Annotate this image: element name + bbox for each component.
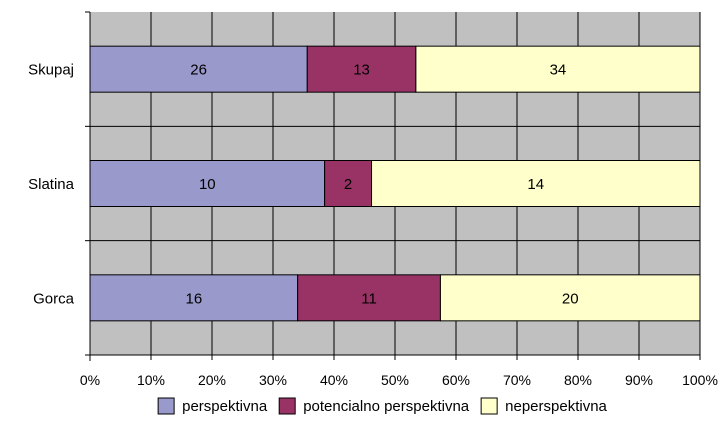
category-label: Slatina bbox=[28, 176, 75, 193]
legend-item: perspektivna bbox=[157, 397, 268, 415]
category-label: Gorca bbox=[33, 290, 75, 307]
x-tick-label: 0% bbox=[80, 372, 100, 388]
legend-label: potencialno perspektivna bbox=[303, 398, 470, 415]
bar-segment bbox=[297, 274, 441, 322]
legend-item: neperspektivna bbox=[480, 397, 608, 415]
bar-segment bbox=[324, 160, 373, 207]
bar-segment bbox=[89, 45, 308, 93]
legend-label: perspektivna bbox=[182, 398, 268, 415]
bar-segment bbox=[439, 274, 701, 322]
data-label: 26 bbox=[190, 62, 207, 79]
data-label: 13 bbox=[353, 62, 370, 79]
x-tick-label: 60% bbox=[442, 372, 470, 388]
bar-segment bbox=[89, 160, 326, 207]
x-tick-label: 50% bbox=[381, 372, 409, 388]
bar-segment bbox=[371, 160, 701, 207]
bar-segment bbox=[415, 45, 701, 93]
bar-segment bbox=[306, 45, 417, 93]
x-tick-label: 10% bbox=[137, 372, 165, 388]
plot-area: 0% 10% 20% 30% 40% 50% 60% 70% 80% 90% 100% 26 13 34 S… bbox=[28, 11, 718, 388]
legend-swatch bbox=[480, 397, 498, 415]
data-label: 11 bbox=[361, 290, 377, 307]
x-tick-label: 70% bbox=[503, 372, 531, 388]
x-tick-label: 20% bbox=[198, 372, 226, 388]
legend-label: neperspektivna bbox=[505, 398, 607, 415]
legend-swatch bbox=[157, 397, 175, 415]
legend-swatch bbox=[278, 397, 296, 415]
x-tick-label: 100% bbox=[682, 372, 718, 388]
category-label: Skupaj bbox=[28, 62, 74, 79]
data-label: 14 bbox=[527, 176, 544, 193]
x-tick-label: 30% bbox=[259, 372, 287, 388]
legend: perspektivna potencialno perspektivna nepe… bbox=[157, 397, 608, 415]
data-label: 34 bbox=[550, 62, 567, 79]
data-label: 16 bbox=[185, 290, 202, 307]
data-label: 20 bbox=[562, 290, 579, 307]
x-tick-label: 90% bbox=[625, 372, 653, 388]
x-tick-label: 40% bbox=[320, 372, 348, 388]
x-tick-label: 80% bbox=[564, 372, 592, 388]
legend-item: potencialno perspektivna bbox=[278, 397, 470, 415]
data-label: 10 bbox=[199, 176, 216, 193]
data-label: 2 bbox=[344, 176, 352, 193]
bar-segment bbox=[89, 274, 299, 322]
